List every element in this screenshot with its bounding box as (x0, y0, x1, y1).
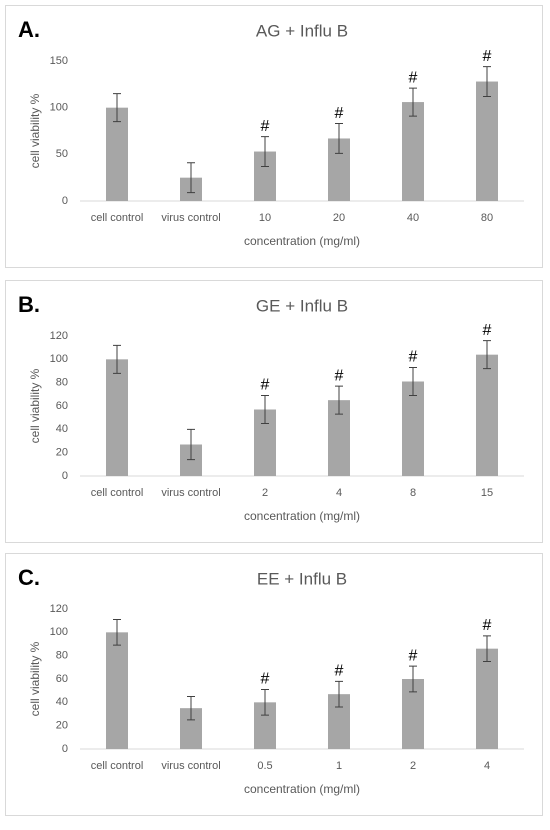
error-bar (113, 619, 121, 646)
x-tick-label: cell control (91, 487, 144, 499)
error-bar (483, 66, 491, 97)
annotation: # (483, 322, 492, 339)
bar (254, 702, 276, 749)
y-axis-title: cell viability % (28, 93, 42, 168)
x-tick-label: cell control (91, 760, 144, 772)
panel-frame (5, 553, 543, 816)
error-bar (335, 123, 343, 154)
annotation: # (261, 377, 270, 394)
chart-title: EE + Influ B (257, 569, 347, 588)
x-tick-label: 4 (336, 487, 342, 499)
error-bar (483, 340, 491, 370)
x-tick-label: 80 (481, 212, 493, 224)
bar (106, 632, 128, 749)
y-tick-label: 50 (56, 148, 68, 160)
x-tick-label: 15 (481, 487, 493, 499)
bar (402, 679, 424, 749)
annotation: # (409, 647, 418, 664)
bar (476, 648, 498, 749)
error-bar (113, 344, 121, 374)
y-tick-label: 20 (56, 720, 68, 732)
bar (254, 151, 276, 201)
y-tick-label: 100 (50, 626, 68, 638)
bar (402, 381, 424, 476)
annotation: # (409, 69, 418, 86)
annotation: # (483, 48, 492, 65)
annotation: # (261, 118, 270, 135)
error-bar (187, 696, 195, 721)
error-bar (261, 136, 269, 167)
y-axis-title: cell viability % (28, 368, 42, 443)
error-bar (409, 87, 417, 117)
bar (328, 400, 350, 476)
bar (180, 708, 202, 749)
annotation: # (335, 663, 344, 680)
x-axis-title: concentration (mg/ml) (244, 234, 360, 248)
error-bar (261, 395, 269, 424)
bar (476, 354, 498, 476)
y-tick-label: 80 (56, 650, 68, 662)
x-tick-label: 0.5 (257, 760, 272, 772)
panel-frame (5, 280, 543, 543)
bar (476, 81, 498, 201)
y-tick-label: 40 (56, 423, 68, 435)
x-tick-label: virus control (161, 487, 220, 499)
annotation: # (409, 349, 418, 366)
bar (180, 444, 202, 476)
error-bar (409, 665, 417, 693)
x-axis-title: concentration (mg/ml) (244, 782, 360, 796)
y-tick-label: 0 (62, 743, 68, 755)
panel-label: A. (18, 17, 40, 42)
y-tick-label: 0 (62, 470, 68, 482)
y-tick-label: 150 (50, 55, 68, 67)
error-bar (409, 367, 417, 396)
y-tick-label: 120 (50, 603, 68, 615)
error-bar (187, 162, 195, 194)
y-tick-label: 100 (50, 353, 68, 365)
y-tick-label: 60 (56, 400, 68, 412)
annotation: # (483, 617, 492, 634)
bar (106, 359, 128, 476)
x-axis-title: concentration (mg/ml) (244, 509, 360, 523)
x-tick-label: virus control (161, 760, 220, 772)
x-tick-label: 1 (336, 760, 342, 772)
y-tick-label: 40 (56, 696, 68, 708)
error-bar (335, 385, 343, 415)
x-tick-label: 40 (407, 212, 419, 224)
y-tick-label: 60 (56, 673, 68, 685)
x-tick-label: 2 (262, 487, 268, 499)
y-tick-label: 80 (56, 377, 68, 389)
y-tick-label: 100 (50, 102, 68, 114)
annotation: # (335, 367, 344, 384)
x-tick-label: virus control (161, 212, 220, 224)
x-tick-label: 10 (259, 212, 271, 224)
bar (106, 107, 128, 201)
error-bar (483, 635, 491, 662)
error-bar (335, 680, 343, 708)
annotation: # (261, 671, 270, 688)
panel-label: C. (18, 565, 40, 590)
x-tick-label: 8 (410, 487, 416, 499)
panel-label: B. (18, 292, 40, 317)
x-tick-label: 20 (333, 212, 345, 224)
y-axis-title: cell viability % (28, 641, 42, 716)
bar (328, 138, 350, 201)
x-tick-label: cell control (91, 212, 144, 224)
annotation: # (335, 105, 344, 122)
x-tick-label: 2 (410, 760, 416, 772)
error-bar (113, 93, 121, 123)
error-bar (187, 428, 195, 461)
error-bar (261, 689, 269, 716)
panel-frame (5, 5, 543, 268)
x-tick-label: 4 (484, 760, 490, 772)
chart-title: AG + Influ B (256, 21, 348, 40)
bar (402, 102, 424, 201)
bar (254, 409, 276, 476)
bar (328, 694, 350, 749)
y-tick-label: 0 (62, 195, 68, 207)
y-tick-label: 20 (56, 447, 68, 459)
y-tick-label: 120 (50, 330, 68, 342)
chart-title: GE + Influ B (256, 296, 348, 315)
